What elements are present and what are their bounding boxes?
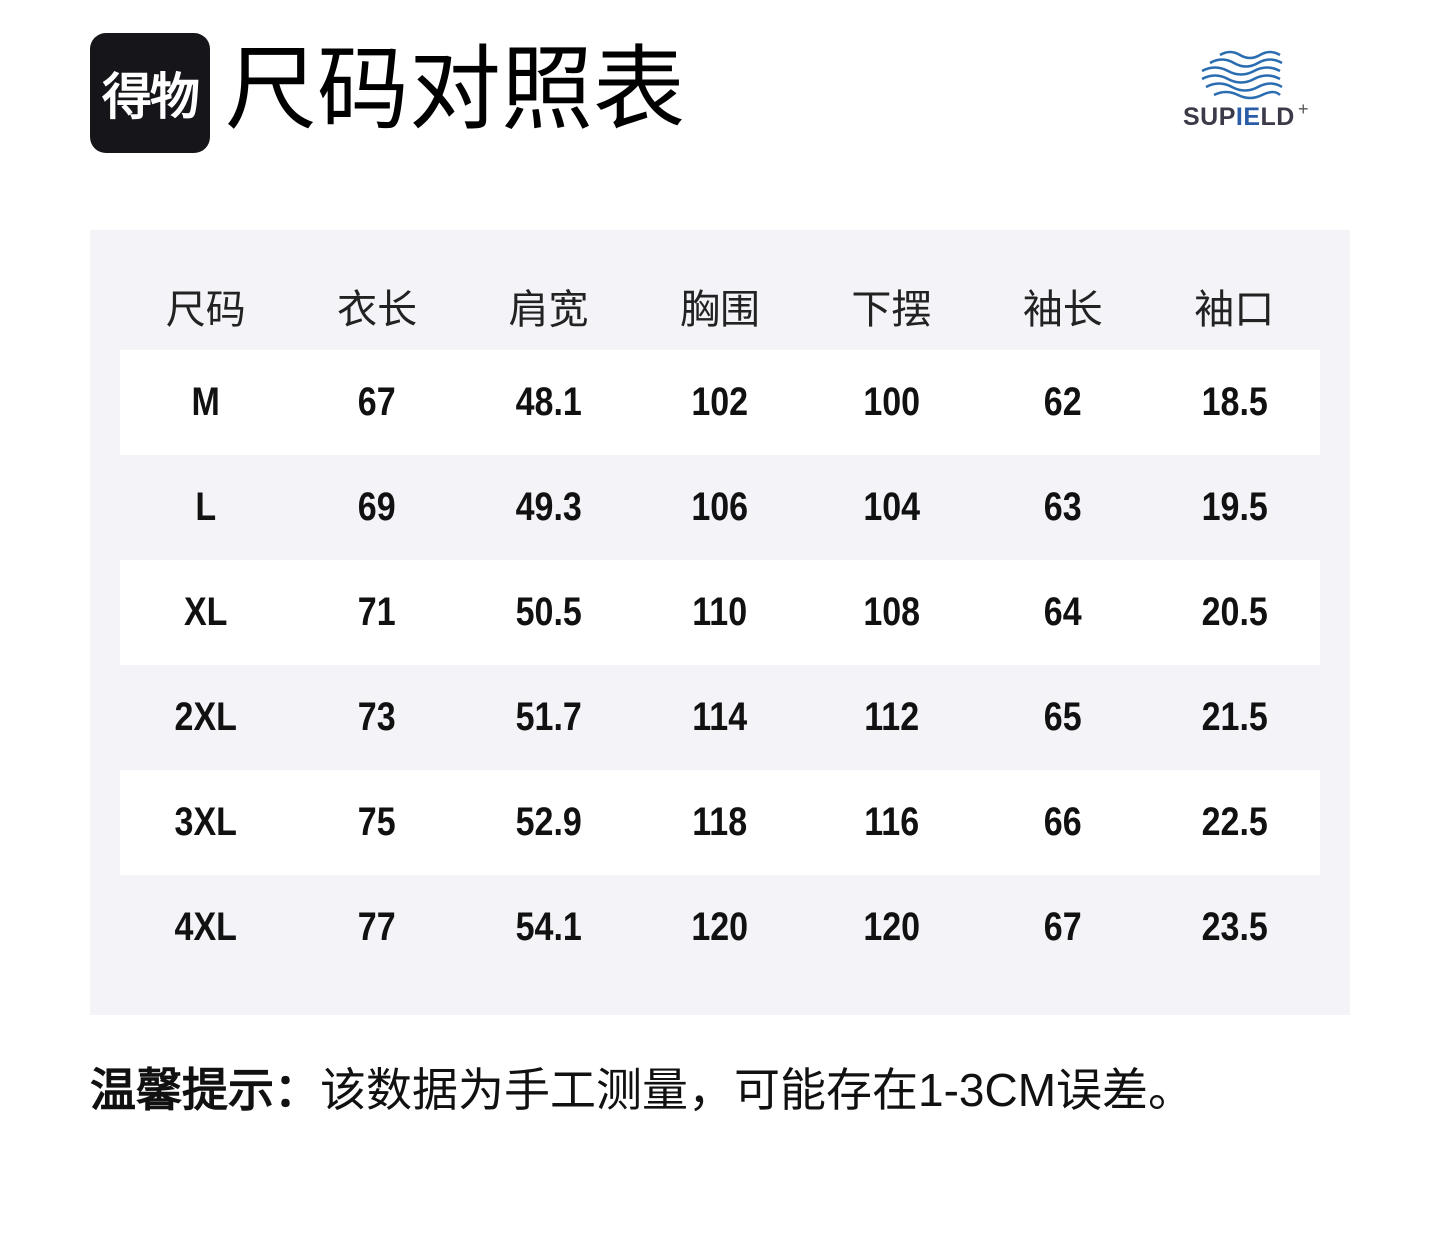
table-cell: 22.5 bbox=[1201, 800, 1268, 844]
table-cell: 118 bbox=[692, 800, 748, 844]
note-label: 温馨提示： bbox=[90, 1064, 320, 1116]
table-cell: 75 bbox=[358, 800, 397, 844]
table-row: 2XL 73 51.7 114 112 65 21.5 bbox=[120, 665, 1320, 770]
header-length: 衣长 bbox=[337, 288, 418, 332]
logo-text: SUPIELD bbox=[1183, 103, 1295, 131]
table-cell: 102 bbox=[691, 380, 749, 424]
table-cell: 23.5 bbox=[1201, 905, 1268, 949]
table-cell: 71 bbox=[358, 590, 397, 634]
brand-badge-logo: 得物 bbox=[90, 33, 210, 153]
table-cell: 62 bbox=[1043, 380, 1082, 424]
table-cell: L bbox=[195, 485, 217, 529]
table-cell: 67 bbox=[1043, 905, 1082, 949]
table-cell: 54.1 bbox=[515, 905, 582, 949]
table-cell: 49.3 bbox=[515, 485, 582, 529]
table-cell: 50.5 bbox=[515, 590, 582, 634]
table-cell: 19.5 bbox=[1201, 485, 1268, 529]
table-cell: 110 bbox=[692, 590, 748, 634]
header-size: 尺码 bbox=[165, 288, 246, 332]
note-text: 该数据为手工测量，可能存在1-3CM误差。 bbox=[320, 1064, 1195, 1116]
logo-plus: + bbox=[1298, 99, 1309, 119]
table-cell: 114 bbox=[692, 695, 748, 739]
table-cell: 66 bbox=[1043, 800, 1082, 844]
table-cell: 108 bbox=[863, 590, 920, 634]
table-cell: 64 bbox=[1043, 590, 1082, 634]
table-cell: 120 bbox=[863, 905, 920, 949]
brand-badge-text: 得物 bbox=[102, 69, 200, 125]
table-cell: 52.9 bbox=[515, 800, 582, 844]
table-cell: 69 bbox=[358, 485, 397, 529]
size-table: 尺码 衣长 肩宽 胸围 下摆 袖长 袖口 M 67 48.1 102 100 62 18.5… bbox=[90, 230, 1350, 1015]
table-cell: 20.5 bbox=[1201, 590, 1268, 634]
header-cuff: 袖口 bbox=[1194, 288, 1275, 332]
table-row: L 69 49.3 106 104 63 19.5 bbox=[120, 455, 1320, 560]
table-cell: 48.1 bbox=[515, 380, 582, 424]
table-cell: 4XL bbox=[174, 905, 237, 949]
table-header: 尺码 衣长 肩宽 胸围 下摆 袖长 袖口 bbox=[120, 255, 1320, 365]
table-cell: 116 bbox=[863, 800, 919, 844]
table-cell: 112 bbox=[863, 695, 919, 739]
table-cell: 106 bbox=[691, 485, 749, 529]
header-hem: 下摆 bbox=[851, 288, 932, 332]
note: 温馨提示：该数据为手工测量，可能存在1-3CM误差。 bbox=[90, 1060, 1194, 1120]
table-row: XL 71 50.5 110 108 64 20.5 bbox=[120, 560, 1320, 665]
table-cell: 104 bbox=[863, 485, 920, 529]
table-cell: 2XL bbox=[174, 695, 237, 739]
table-cell: 73 bbox=[358, 695, 397, 739]
table-cell: 100 bbox=[863, 380, 920, 424]
page-title: 尺码对照表 bbox=[225, 39, 686, 141]
table-row: 4XL 77 54.1 120 120 67 23.5 bbox=[120, 875, 1320, 980]
header-sleeve: 袖长 bbox=[1022, 288, 1103, 332]
table-cell: 67 bbox=[358, 380, 397, 424]
table-cell: 18.5 bbox=[1201, 380, 1268, 424]
wave-icon bbox=[1201, 50, 1283, 100]
table-cell: M bbox=[191, 380, 220, 424]
table-cell: XL bbox=[183, 590, 228, 634]
supield-logo: SUPIELD + bbox=[1180, 45, 1320, 140]
table-row: 3XL 75 52.9 118 116 66 22.5 bbox=[120, 770, 1320, 875]
table-cell: 51.7 bbox=[515, 695, 582, 739]
header-shoulder: 肩宽 bbox=[508, 288, 589, 332]
table-cell: 3XL bbox=[174, 800, 237, 844]
table-cell: 63 bbox=[1043, 485, 1082, 529]
table-cell: 21.5 bbox=[1201, 695, 1268, 739]
table-cell: 77 bbox=[358, 905, 397, 949]
table-cell: 65 bbox=[1043, 695, 1082, 739]
header-chest: 胸围 bbox=[679, 288, 760, 332]
table-row: M 67 48.1 102 100 62 18.5 bbox=[120, 350, 1320, 455]
table-cell: 120 bbox=[691, 905, 749, 949]
